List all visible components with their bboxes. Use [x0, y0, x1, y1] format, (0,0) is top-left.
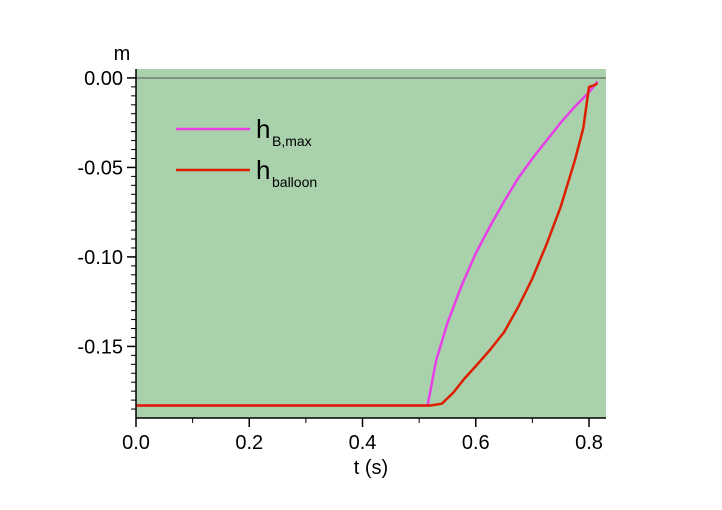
y-tick-label: -0.15 — [77, 336, 123, 358]
x-tick-label: 0.6 — [462, 432, 490, 454]
legend-label: h — [256, 155, 270, 185]
x-tick-label: 0.4 — [349, 432, 377, 454]
legend-label-subscript: balloon — [272, 174, 317, 190]
y-axis-label: m — [114, 43, 131, 65]
y-axis-ticks: 0.00 -0.05 -0.10 -0.15 — [77, 68, 136, 410]
y-tick-label: 0.00 — [84, 68, 123, 90]
x-axis-label: t (s) — [354, 457, 388, 479]
plot-background — [136, 69, 606, 418]
series-line-2 — [136, 82, 599, 407]
series-line-1 — [136, 80, 599, 407]
x-tick-label: 0.2 — [235, 432, 263, 454]
x-axis-ticks: 0.0 0.2 0.4 0.6 0.8 — [122, 418, 603, 454]
series-layer — [136, 80, 599, 407]
legend-label: h — [256, 114, 270, 144]
y-tick-label: -0.10 — [77, 247, 123, 269]
x-tick-label: 0.0 — [122, 432, 150, 454]
y-tick-label: -0.05 — [77, 157, 123, 179]
x-tick-label: 0.8 — [575, 432, 603, 454]
legend-label-subscript: B,max — [272, 133, 312, 149]
